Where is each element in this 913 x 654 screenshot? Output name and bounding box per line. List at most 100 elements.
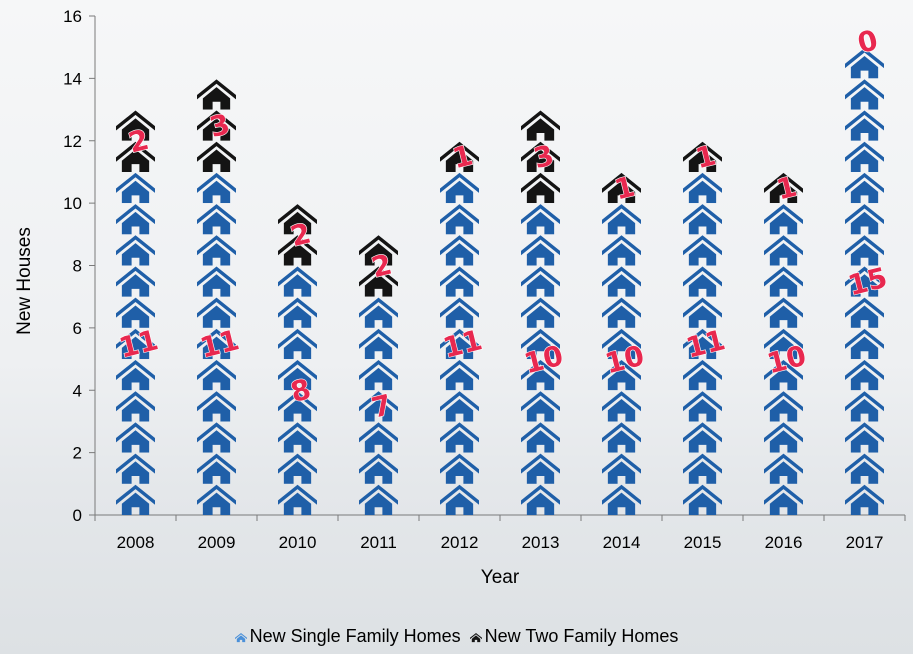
- house-icon: [602, 204, 641, 235]
- house-icon: [602, 422, 641, 453]
- house-icon: [845, 360, 884, 391]
- data-label-two: 2: [368, 248, 395, 285]
- house-icon: [602, 484, 641, 515]
- house-icon: [197, 235, 236, 266]
- x-tick-label: 2017: [846, 533, 884, 552]
- house-icon: [359, 328, 398, 360]
- house-icon: [278, 266, 317, 297]
- house-icon: [278, 484, 317, 515]
- house-icon: [602, 235, 641, 266]
- house-icon: [440, 204, 479, 235]
- house-icon: [521, 235, 560, 266]
- house-icon: [278, 328, 317, 360]
- x-axis: 2008 2009 2010 2011 2012 2013 2014 2015 2016 2017: [94, 514, 906, 552]
- house-icon: [116, 360, 155, 391]
- x-tick-label: 2013: [522, 533, 560, 552]
- house-icon: [440, 172, 479, 204]
- house-icon: [845, 453, 884, 484]
- x-tick-label: 2008: [117, 533, 155, 552]
- legend-label-single: New Single Family Homes: [249, 626, 461, 646]
- house-icon: [116, 453, 155, 484]
- house-icon: [683, 235, 722, 266]
- house-icon: [116, 266, 155, 297]
- data-label-single: 11: [440, 323, 486, 364]
- house-icon: [359, 297, 398, 328]
- y-tick-label: 8: [73, 257, 82, 276]
- house-icon: [278, 173, 317, 203]
- house-icon: [278, 297, 317, 328]
- house-icon: [521, 172, 560, 204]
- house-icon: [845, 422, 884, 453]
- y-tick-label: 6: [73, 319, 82, 338]
- legend-item-single: New Single Family Homes: [235, 626, 461, 647]
- house-icon: [359, 453, 398, 484]
- y-axis: 0 2 4 6 8 10 12 14 16: [63, 7, 96, 525]
- house-icon: [116, 391, 155, 422]
- house-icon: [521, 484, 560, 515]
- house-icon: [602, 297, 641, 328]
- house-icon: [845, 328, 884, 360]
- house-icon: [683, 422, 722, 453]
- x-tick-label: 2010: [279, 533, 317, 552]
- house-icon: [440, 111, 479, 141]
- house-icon: [197, 266, 236, 297]
- x-tick-label: 2012: [441, 533, 479, 552]
- house-icon: [278, 422, 317, 453]
- house-icon: [116, 422, 155, 453]
- house-icon: [845, 141, 884, 172]
- house-icon: [197, 360, 236, 391]
- house-icon: [845, 391, 884, 422]
- house-icon: [683, 172, 722, 204]
- house-icon: [359, 360, 398, 391]
- house-icon: [197, 484, 236, 515]
- data-label-single: 10: [764, 339, 810, 380]
- house-icon: [116, 484, 155, 515]
- house-icon: [197, 453, 236, 484]
- house-icon: [764, 235, 803, 266]
- house-icon: [683, 391, 722, 422]
- bars: [116, 48, 884, 515]
- house-icon: [845, 79, 884, 110]
- legend-item-two: New Two Family Homes: [470, 626, 678, 647]
- house-icon: [602, 266, 641, 297]
- house-icon: [440, 266, 479, 297]
- house-icon: [359, 484, 398, 515]
- house-icon: [845, 297, 884, 328]
- y-tick-label: 2: [73, 444, 82, 463]
- y-tick-label: 12: [63, 132, 82, 151]
- y-tick-label: 4: [73, 381, 82, 400]
- house-icon: [197, 172, 236, 204]
- x-tick-label: 2014: [603, 533, 641, 552]
- house-icon: [764, 142, 803, 172]
- x-tick-label: 2011: [360, 533, 397, 552]
- house-icon: [197, 48, 236, 78]
- house-icon: [683, 266, 722, 297]
- house-icon: [440, 422, 479, 453]
- house-icon: [116, 204, 155, 235]
- house-icon: [197, 422, 236, 453]
- y-tick-label: 10: [63, 194, 82, 213]
- house-icon: [764, 204, 803, 235]
- legend: New Single Family Homes New Two Family H…: [0, 626, 913, 647]
- x-tick-label: 2015: [684, 533, 722, 552]
- house-icon: [602, 453, 641, 484]
- data-label-two: 2: [125, 123, 152, 160]
- house-icon: [359, 422, 398, 453]
- house-icon: [116, 172, 155, 204]
- y-tick-label: 14: [63, 69, 82, 88]
- x-tick-label: 2016: [765, 533, 803, 552]
- house-icon: [521, 79, 560, 109]
- house-icon: [764, 391, 803, 422]
- house-icon: [197, 204, 236, 235]
- data-label-single: 8: [287, 372, 314, 409]
- house-icon: [521, 266, 560, 297]
- house-icon: [845, 172, 884, 204]
- y-tick-label: 16: [63, 7, 82, 26]
- house-icon: [521, 297, 560, 328]
- house-icon: [602, 391, 641, 422]
- data-label-single: 11: [683, 323, 729, 364]
- data-label-single: 11: [197, 323, 243, 364]
- house-icon: [764, 453, 803, 484]
